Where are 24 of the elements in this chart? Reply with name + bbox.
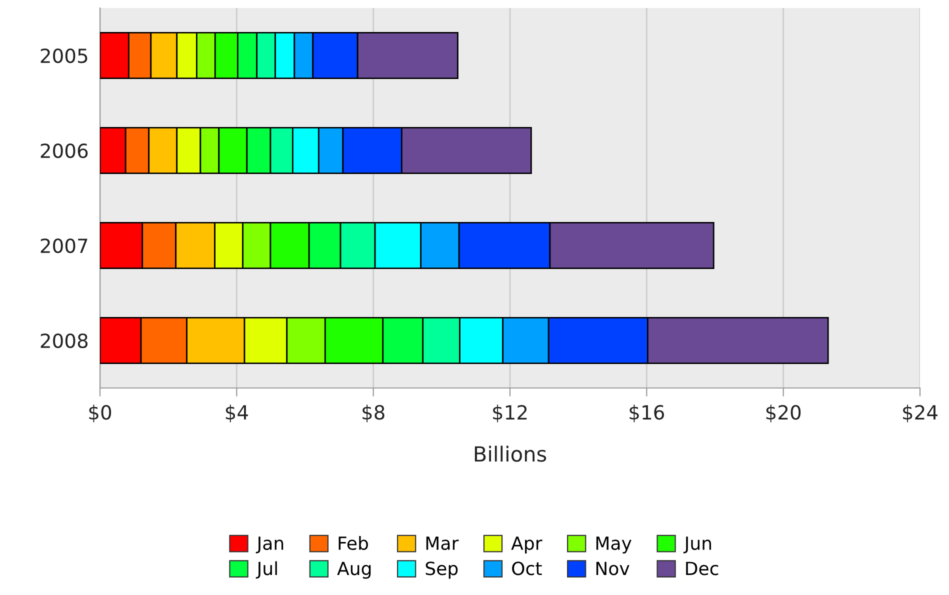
x-tick-label: $4 bbox=[226, 404, 248, 422]
y-tick-label: 2006 bbox=[40, 143, 88, 158]
legend-label: Jun bbox=[683, 536, 712, 554]
x-tick-label: $16 bbox=[630, 404, 664, 422]
y-tick-label: 2005 bbox=[40, 48, 88, 64]
legend-label: Apr bbox=[511, 536, 542, 554]
y-tick-label: 2008 bbox=[40, 333, 88, 348]
x-tick-label: $20 bbox=[766, 404, 801, 422]
x-tick-label: $24 bbox=[903, 404, 938, 422]
x-tick-label: $8 bbox=[362, 404, 384, 422]
legend-label: Jan bbox=[256, 536, 284, 554]
legend-label: Feb bbox=[338, 536, 368, 550]
legend-label: Dec bbox=[686, 562, 718, 576]
x-axis-title: Billions bbox=[474, 446, 546, 462]
legend-label: Aug bbox=[337, 562, 371, 579]
legend-label: Oct bbox=[512, 562, 542, 576]
x-tick-label: $12 bbox=[493, 404, 527, 422]
legend-label: Sep bbox=[426, 562, 458, 579]
y-tick-label: 2007 bbox=[40, 238, 88, 254]
legend-label: Jul bbox=[256, 561, 277, 579]
legend-label: May bbox=[596, 536, 632, 554]
x-tick-label: $0 bbox=[89, 404, 112, 422]
legend-label: Mar bbox=[426, 536, 459, 550]
legend-label: Nov bbox=[596, 562, 630, 576]
